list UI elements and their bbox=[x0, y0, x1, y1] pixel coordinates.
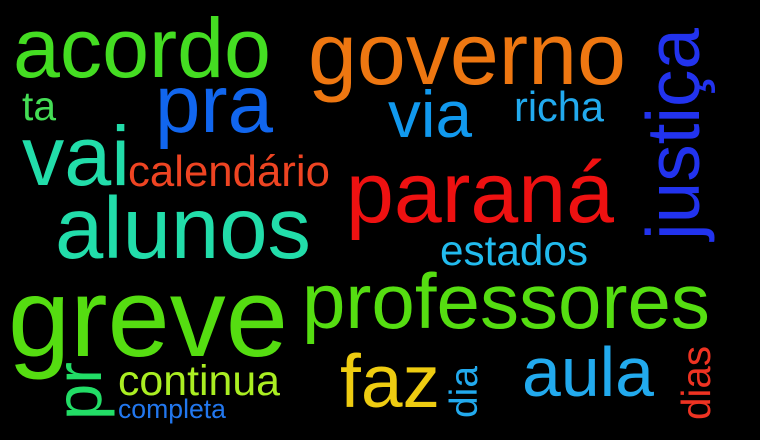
word-via: via bbox=[388, 78, 472, 151]
word-governo: governo bbox=[308, 4, 626, 103]
word-parana: paraná bbox=[346, 145, 614, 241]
word-completa: completa bbox=[118, 394, 226, 424]
word-vai: vai bbox=[22, 109, 130, 203]
word-dia: dia bbox=[443, 365, 486, 418]
word-professores: professores bbox=[302, 257, 710, 345]
word-faz: faz bbox=[340, 339, 440, 423]
word-acordo: acordo bbox=[13, 1, 271, 95]
word-dias: dias bbox=[673, 346, 719, 420]
word-pra: pra bbox=[155, 59, 273, 150]
word-ta: ta bbox=[22, 83, 56, 129]
word-pr: pr bbox=[42, 362, 115, 420]
word-calendario: calendário bbox=[128, 147, 330, 196]
word-richa: richa bbox=[514, 83, 604, 130]
word-justica: justiça bbox=[631, 28, 715, 240]
word-continua: continua bbox=[118, 357, 280, 405]
word-estados: estados bbox=[440, 227, 588, 274]
word-aula: aula bbox=[522, 333, 654, 411]
word-alunos: alunos bbox=[55, 180, 311, 277]
word-greve: greve bbox=[8, 255, 288, 380]
